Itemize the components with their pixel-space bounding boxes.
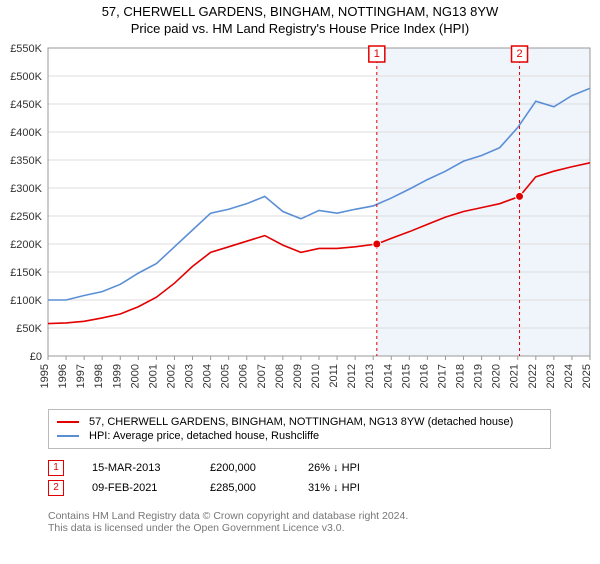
svg-text:1997: 1997 bbox=[75, 364, 87, 388]
svg-text:2011: 2011 bbox=[328, 364, 340, 388]
legend-label-hpi: HPI: Average price, detached house, Rush… bbox=[89, 430, 319, 442]
marker-row-1: 1 15-MAR-2013 £200,000 26% ↓ HPI bbox=[48, 460, 360, 476]
svg-text:1998: 1998 bbox=[93, 364, 105, 388]
legend: 57, CHERWELL GARDENS, BINGHAM, NOTTINGHA… bbox=[48, 409, 551, 449]
chart-subtitle: Price paid vs. HM Land Registry's House … bbox=[0, 21, 600, 36]
svg-text:£250K: £250K bbox=[10, 211, 42, 223]
marker-price-1: £200,000 bbox=[210, 462, 280, 474]
svg-text:£50K: £50K bbox=[16, 323, 42, 335]
marker-date-2: 09-FEB-2021 bbox=[92, 482, 182, 494]
svg-text:£100K: £100K bbox=[10, 295, 42, 307]
svg-text:£350K: £350K bbox=[10, 155, 42, 167]
svg-text:2003: 2003 bbox=[184, 364, 196, 388]
marker-badge-1: 1 bbox=[48, 460, 64, 476]
marker-delta-2: 31% ↓ HPI bbox=[308, 482, 360, 494]
svg-text:2004: 2004 bbox=[202, 364, 214, 388]
svg-text:2: 2 bbox=[516, 48, 522, 60]
copyright-line-1: Contains HM Land Registry data © Crown c… bbox=[48, 510, 408, 522]
svg-text:2017: 2017 bbox=[436, 364, 448, 388]
svg-text:2024: 2024 bbox=[563, 364, 575, 388]
svg-text:2018: 2018 bbox=[455, 364, 467, 388]
marker-date-1: 15-MAR-2013 bbox=[92, 462, 182, 474]
svg-text:2023: 2023 bbox=[545, 364, 557, 388]
chart-plot-area: £0 £50K £100K £150K £200K £250K £300K £350K £400… bbox=[0, 42, 600, 402]
svg-text:2021: 2021 bbox=[509, 364, 521, 388]
svg-text:2010: 2010 bbox=[310, 364, 322, 388]
chart-title: 57, CHERWELL GARDENS, BINGHAM, NOTTINGHA… bbox=[0, 4, 600, 19]
svg-text:2002: 2002 bbox=[165, 364, 177, 388]
svg-text:£300K: £300K bbox=[10, 183, 42, 195]
svg-text:2000: 2000 bbox=[129, 364, 141, 388]
svg-text:1996: 1996 bbox=[57, 364, 69, 388]
svg-text:£400K: £400K bbox=[10, 127, 42, 139]
svg-text:2022: 2022 bbox=[527, 364, 539, 388]
marker-row-2: 2 09-FEB-2021 £285,000 31% ↓ HPI bbox=[48, 480, 360, 496]
svg-text:2019: 2019 bbox=[473, 364, 485, 388]
copyright: Contains HM Land Registry data © Crown c… bbox=[48, 510, 408, 534]
svg-text:£200K: £200K bbox=[10, 239, 42, 251]
marker-price-2: £285,000 bbox=[210, 482, 280, 494]
legend-item-hpi: HPI: Average price, detached house, Rush… bbox=[57, 430, 542, 442]
svg-text:2013: 2013 bbox=[364, 364, 376, 388]
svg-text:2020: 2020 bbox=[491, 364, 503, 388]
svg-text:2009: 2009 bbox=[292, 364, 304, 388]
svg-text:2007: 2007 bbox=[256, 364, 268, 388]
marker-table: 1 15-MAR-2013 £200,000 26% ↓ HPI 2 09-FE… bbox=[48, 456, 360, 500]
svg-text:£0: £0 bbox=[30, 351, 42, 363]
svg-text:2012: 2012 bbox=[346, 364, 358, 388]
svg-text:2001: 2001 bbox=[147, 364, 159, 388]
svg-text:£550K: £550K bbox=[10, 43, 42, 55]
legend-swatch-hpi bbox=[57, 435, 79, 437]
legend-label-property: 57, CHERWELL GARDENS, BINGHAM, NOTTINGHA… bbox=[89, 416, 513, 428]
svg-text:2008: 2008 bbox=[274, 364, 286, 388]
svg-text:£150K: £150K bbox=[10, 267, 42, 279]
svg-text:2015: 2015 bbox=[400, 364, 412, 388]
svg-text:2006: 2006 bbox=[238, 364, 250, 388]
svg-text:£500K: £500K bbox=[10, 71, 42, 83]
legend-swatch-property bbox=[57, 421, 79, 423]
legend-item-property: 57, CHERWELL GARDENS, BINGHAM, NOTTINGHA… bbox=[57, 416, 542, 428]
svg-text:2025: 2025 bbox=[581, 364, 593, 388]
svg-text:2014: 2014 bbox=[382, 364, 394, 388]
svg-text:1: 1 bbox=[374, 48, 380, 60]
svg-text:2005: 2005 bbox=[220, 364, 232, 388]
marker-delta-1: 26% ↓ HPI bbox=[308, 462, 360, 474]
copyright-line-2: This data is licensed under the Open Gov… bbox=[48, 522, 408, 534]
svg-text:£450K: £450K bbox=[10, 99, 42, 111]
svg-text:2016: 2016 bbox=[418, 364, 430, 388]
svg-text:1999: 1999 bbox=[111, 364, 123, 388]
price-history-chart: 57, CHERWELL GARDENS, BINGHAM, NOTTINGHA… bbox=[0, 4, 600, 564]
marker-badge-2: 2 bbox=[48, 480, 64, 496]
svg-text:1995: 1995 bbox=[39, 364, 51, 388]
